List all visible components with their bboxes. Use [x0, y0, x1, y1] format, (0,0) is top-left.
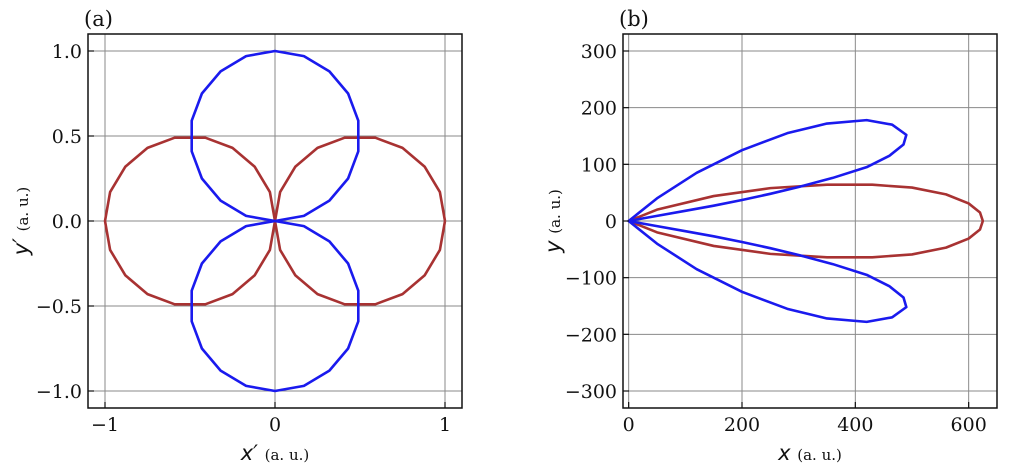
x-tick-label: 200 — [724, 414, 760, 436]
series-line-3 — [627, 219, 908, 324]
y-tick-label: 0.5 — [52, 126, 82, 148]
y-tick-label: 1.0 — [52, 41, 82, 63]
y-tick-label: −100 — [565, 268, 617, 290]
y-tick-label: 200 — [581, 98, 617, 120]
y-tick-label: 0.0 — [52, 211, 82, 233]
y-axis-unit: (a. u.) — [14, 187, 32, 232]
y-axis-label: y (a. u.) — [541, 189, 565, 254]
series-line-1 — [627, 183, 985, 259]
panel-a: −1 0 1−1.0−0.50.00.51.0(a)x′ (a. u.)y′ (a.… — [9, 7, 463, 465]
x-axis-unit: (a. u.) — [797, 446, 842, 464]
y-axis-label: y′ (a. u.) — [9, 187, 33, 257]
y-tick-label: −300 — [565, 381, 617, 403]
x-axis-label: x′ (a. u.) — [240, 441, 310, 465]
y-axis-unit: (a. u.) — [546, 189, 564, 234]
y-axis-variable: y′ — [9, 231, 33, 256]
series-line-2 — [627, 118, 908, 223]
y-tick-label: −0.5 — [36, 296, 82, 318]
y-axis-variable: y — [541, 234, 565, 254]
x-tick-label: 400 — [837, 414, 873, 436]
x-tick-label: −1 — [91, 414, 119, 436]
series-line-1 — [103, 136, 447, 306]
x-axis-label: x (a. u.) — [777, 441, 842, 465]
panel-label: (b) — [619, 7, 649, 31]
y-tick-label: 300 — [581, 41, 617, 63]
x-axis-variable: x — [777, 441, 797, 465]
panel-label: (a) — [84, 7, 113, 31]
x-axis-variable: x′ — [240, 441, 265, 465]
x-tick-label: 0 — [269, 414, 281, 436]
x-tick-label: 0 — [623, 414, 635, 436]
y-tick-label: −200 — [565, 324, 617, 346]
y-tick-label: −1.0 — [36, 381, 82, 403]
panel-b: 0 200 400 600 −300 −200 −100 0 100 200 300(b) x (a.… — [541, 7, 998, 465]
series-line-2 — [190, 49, 360, 393]
y-tick-label: 0 — [605, 211, 617, 233]
x-tick-label: 600 — [951, 414, 987, 436]
x-axis-unit: (a. u.) — [265, 446, 310, 464]
y-tick-label: 100 — [581, 154, 617, 176]
x-tick-label: 1 — [439, 414, 451, 436]
